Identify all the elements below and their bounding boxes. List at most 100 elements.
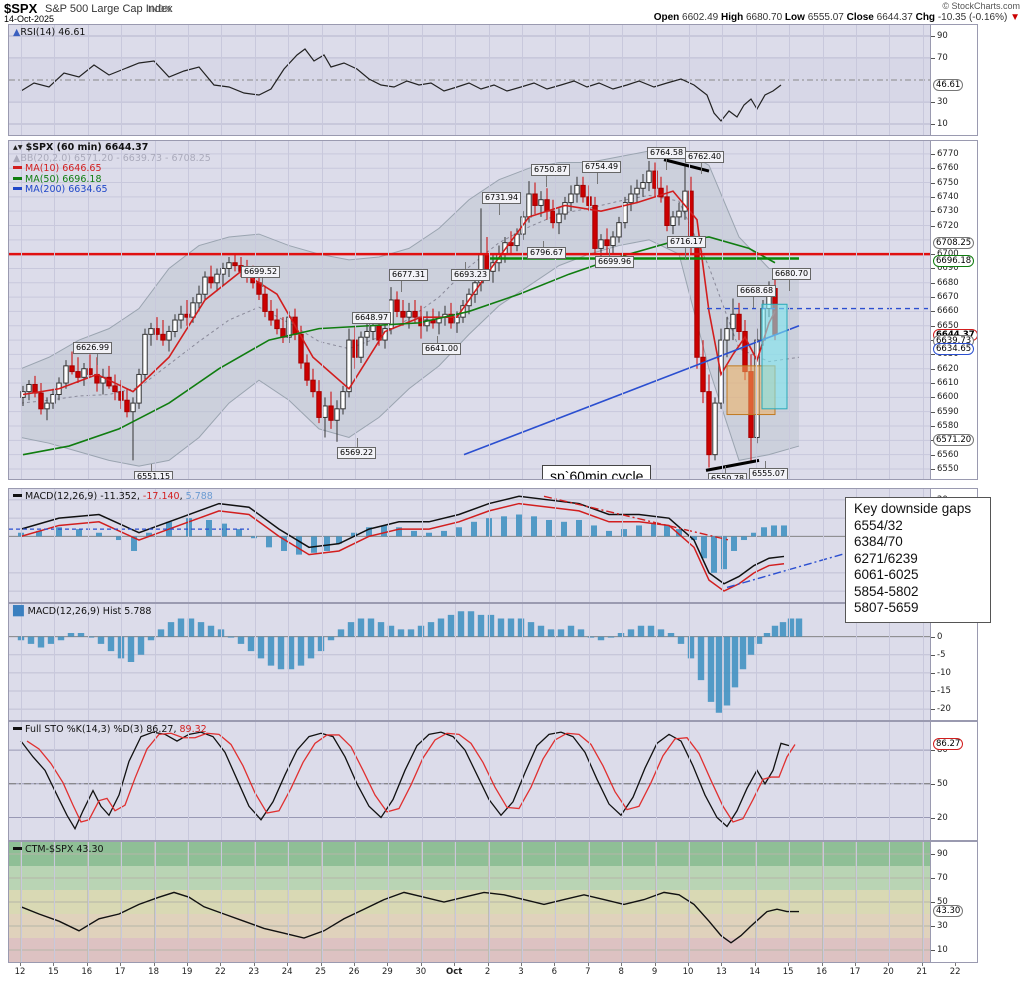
gridline-v — [355, 604, 356, 720]
x-axis-label: 10 — [682, 967, 694, 977]
gridline-v — [922, 842, 924, 962]
price-panel: ▴▾ $SPX (60 min) 6644.37 ▲BB(20,2.0) 657… — [8, 140, 978, 480]
axis-label: 90 — [937, 849, 948, 859]
gridline-v — [622, 604, 624, 720]
axis-tick — [931, 750, 935, 752]
axis-label: 6740 — [937, 191, 959, 202]
axis-tick — [931, 124, 935, 125]
gridline-v — [87, 842, 89, 962]
price-callout: 6648.97 — [352, 312, 392, 324]
gridline-v — [21, 25, 22, 135]
x-axis-label: 19 — [181, 967, 193, 977]
low-value: 6555.07 — [807, 12, 844, 23]
gridline-v — [622, 141, 624, 479]
low-label: Low — [784, 12, 805, 23]
gridline-v — [655, 141, 657, 479]
x-axis-tick — [320, 963, 322, 966]
axis-tick — [931, 153, 935, 155]
price-callout: 6641.00 — [422, 343, 462, 355]
axis-value-pill: 43.30 — [933, 905, 964, 918]
gridline-v — [522, 604, 523, 720]
gridline-v — [288, 141, 290, 479]
sto-axis: 80 50 20 86.27 — [930, 722, 977, 840]
x-axis-tick — [554, 963, 556, 966]
gridline-v — [789, 604, 791, 720]
x-axis-label: 14 — [749, 967, 761, 977]
axis-label: -15 — [937, 686, 951, 696]
axis-label: 10 — [937, 945, 948, 955]
axis-tick — [931, 902, 935, 903]
axis-tick — [931, 411, 935, 413]
price-callout: 6699.52 — [241, 266, 281, 278]
axis-label: 6680 — [937, 277, 959, 288]
callout-stem — [97, 353, 98, 365]
ma50-legend: MA(50) 6696.18 — [25, 173, 102, 185]
x-axis-tick — [120, 963, 122, 966]
gridline-v — [488, 604, 490, 720]
gridline-v — [154, 489, 156, 602]
x-axis-tick — [220, 963, 222, 966]
x-axis-tick — [187, 963, 188, 966]
gridline-v — [87, 489, 89, 602]
gridline-v — [755, 604, 757, 720]
gridline-v — [488, 489, 490, 602]
gridline-v — [388, 604, 390, 720]
axis-tick — [931, 468, 935, 470]
x-axis-tick — [20, 963, 21, 966]
gridline-v — [421, 842, 423, 962]
macd-v2: -17.140 — [142, 491, 180, 502]
open-label: Open — [653, 12, 680, 23]
gridline-v — [655, 842, 657, 962]
close-value: 6644.37 — [876, 12, 913, 23]
axis-tick — [931, 311, 935, 313]
gridline-v — [722, 604, 724, 720]
gridline-v — [622, 722, 624, 840]
axis-label: 6660 — [937, 306, 959, 317]
gridline-v — [388, 25, 390, 135]
axis-tick — [931, 672, 935, 674]
ma50-swatch-icon — [13, 176, 22, 180]
gridline-v — [121, 842, 123, 962]
callout-stem — [357, 438, 358, 448]
gridline-v — [755, 141, 757, 479]
gridline-v — [722, 842, 724, 962]
macd-plot — [9, 495, 931, 592]
gridline-v — [21, 604, 22, 720]
price-callout: 6680.70 — [772, 268, 812, 280]
axis-label: -5 — [937, 649, 946, 660]
macd-hist-panel: █▌MACD(12,26,9) Hist 5.788 0 -5 -10 -15 -20 5… — [8, 603, 978, 721]
x-axis-label: 24 — [281, 967, 293, 977]
gridline-v — [221, 604, 223, 720]
gridline-v — [722, 489, 724, 602]
gridline-v — [188, 604, 189, 720]
gridline-v — [388, 722, 390, 840]
x-axis-label: 15 — [47, 967, 59, 977]
gridline-v — [555, 489, 557, 602]
rsi-title: RSI(14) 46.61 — [20, 27, 86, 38]
gridline-v — [288, 604, 290, 720]
stochastic-panel: Full STO %K(14,3) %D(3) 86.27, 89.32 80 5… — [8, 721, 978, 841]
x-axis-label: 6 — [551, 967, 558, 977]
gridline-v — [689, 25, 690, 135]
gridline-v — [254, 141, 256, 479]
gridline-v — [188, 722, 189, 840]
gridline-v — [355, 489, 356, 602]
x-axis-label: 20 — [882, 967, 894, 977]
price-axis: 6770 6760 6750 6740 6730 6720 6700 6690 6680 6670… — [930, 141, 977, 479]
gridline-v — [789, 141, 791, 479]
gridline-v — [355, 842, 356, 962]
axis-tick — [931, 297, 935, 299]
axis-tick — [931, 878, 935, 879]
gridline-v — [755, 25, 757, 135]
gridline-v — [856, 141, 857, 479]
gridline-v — [555, 842, 557, 962]
gridline-v — [154, 604, 156, 720]
gridline-v — [121, 489, 123, 602]
macd-panel: MACD(12,26,9) -11.352, -17.140, 5.788 20… — [8, 488, 978, 603]
gridline-v — [321, 604, 323, 720]
x-axis-tick — [387, 963, 389, 966]
axis-label: 6610 — [937, 378, 959, 389]
rsi-panel-label: ▲RSI(14) 46.61 — [13, 27, 86, 38]
x-axis-label: 16 — [81, 967, 93, 977]
x-axis-tick — [521, 963, 522, 966]
